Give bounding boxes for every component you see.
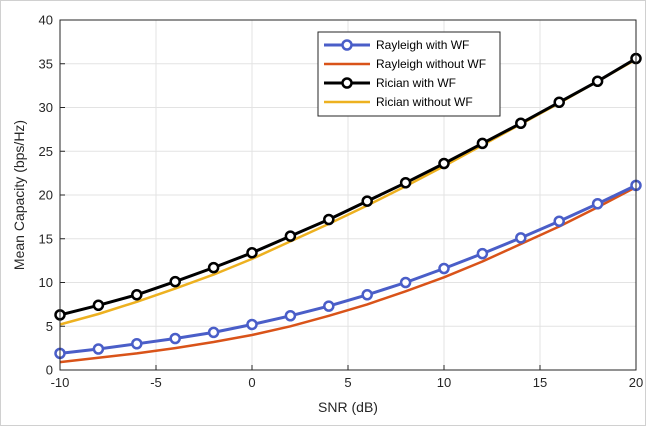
series-rayleigh-without-wf xyxy=(59,185,637,364)
legend-item: Rayleigh without WF xyxy=(324,57,486,71)
legend-item: Rayleigh with WF xyxy=(324,38,469,52)
data-point xyxy=(553,215,565,227)
data-point xyxy=(169,332,181,345)
y-tick-label: 25 xyxy=(39,144,53,159)
legend-label: Rayleigh with WF xyxy=(376,38,469,52)
legend-item: Rician without WF xyxy=(324,95,473,109)
data-point xyxy=(323,300,335,312)
data-point xyxy=(92,343,105,355)
data-point xyxy=(399,276,412,289)
series-line xyxy=(59,57,637,317)
data-point xyxy=(131,338,143,350)
data-point xyxy=(207,261,220,274)
series-line xyxy=(59,185,637,364)
data-point xyxy=(438,157,450,170)
x-tick-label: 20 xyxy=(629,375,643,390)
data-point xyxy=(361,289,373,301)
x-tick-label: 10 xyxy=(437,375,451,390)
y-axis-label: Mean Capacity (bps/Hz) xyxy=(11,120,27,270)
x-tick-label: 15 xyxy=(533,375,547,390)
series-rayleigh-with-wf xyxy=(54,179,642,360)
legend-marker xyxy=(341,39,353,51)
data-point xyxy=(284,230,297,242)
data-point xyxy=(131,289,143,301)
data-point xyxy=(591,75,604,87)
x-tick-label: 0 xyxy=(248,375,255,390)
legend: Rayleigh with WF Rayleigh without WF Ricia… xyxy=(317,31,501,117)
data-point xyxy=(591,198,604,210)
y-tick-label: 15 xyxy=(39,231,53,246)
legend-label: Rician with WF xyxy=(376,76,456,90)
legend-marker xyxy=(341,77,353,89)
data-point xyxy=(92,299,105,311)
x-tick-label: 5 xyxy=(344,375,351,390)
data-point xyxy=(169,275,181,288)
x-tick-label: -5 xyxy=(150,375,162,390)
axis-ticks: -10 -5 0 5 10 15 20 0 5 10 15 20 25 30 35 40 xyxy=(39,13,644,391)
data-point xyxy=(361,195,373,207)
legend-label: Rayleigh without WF xyxy=(376,57,486,71)
y-tick-label: 30 xyxy=(39,100,53,115)
data-point xyxy=(553,96,565,108)
y-tick-label: 40 xyxy=(39,13,53,28)
data-point xyxy=(476,247,489,260)
series-line xyxy=(59,184,637,355)
data-point xyxy=(438,262,450,275)
y-tick-label: 5 xyxy=(46,319,53,334)
y-tick-label: 0 xyxy=(46,363,53,378)
legend-label: Rician without WF xyxy=(376,95,473,109)
data-point xyxy=(323,213,335,226)
x-tick-label: -10 xyxy=(51,375,70,390)
data-point xyxy=(246,247,258,259)
data-point xyxy=(246,318,258,331)
data-point xyxy=(207,326,220,339)
data-point xyxy=(515,232,527,244)
legend-item: Rician with WF xyxy=(324,76,456,90)
y-tick-label: 20 xyxy=(39,188,53,203)
x-axis-label: SNR (dB) xyxy=(318,399,378,415)
data-point xyxy=(476,137,489,150)
y-tick-label: 10 xyxy=(39,275,53,290)
data-point xyxy=(515,117,527,129)
y-tick-label: 35 xyxy=(39,56,53,71)
data-point xyxy=(284,310,297,322)
data-point xyxy=(399,177,412,189)
